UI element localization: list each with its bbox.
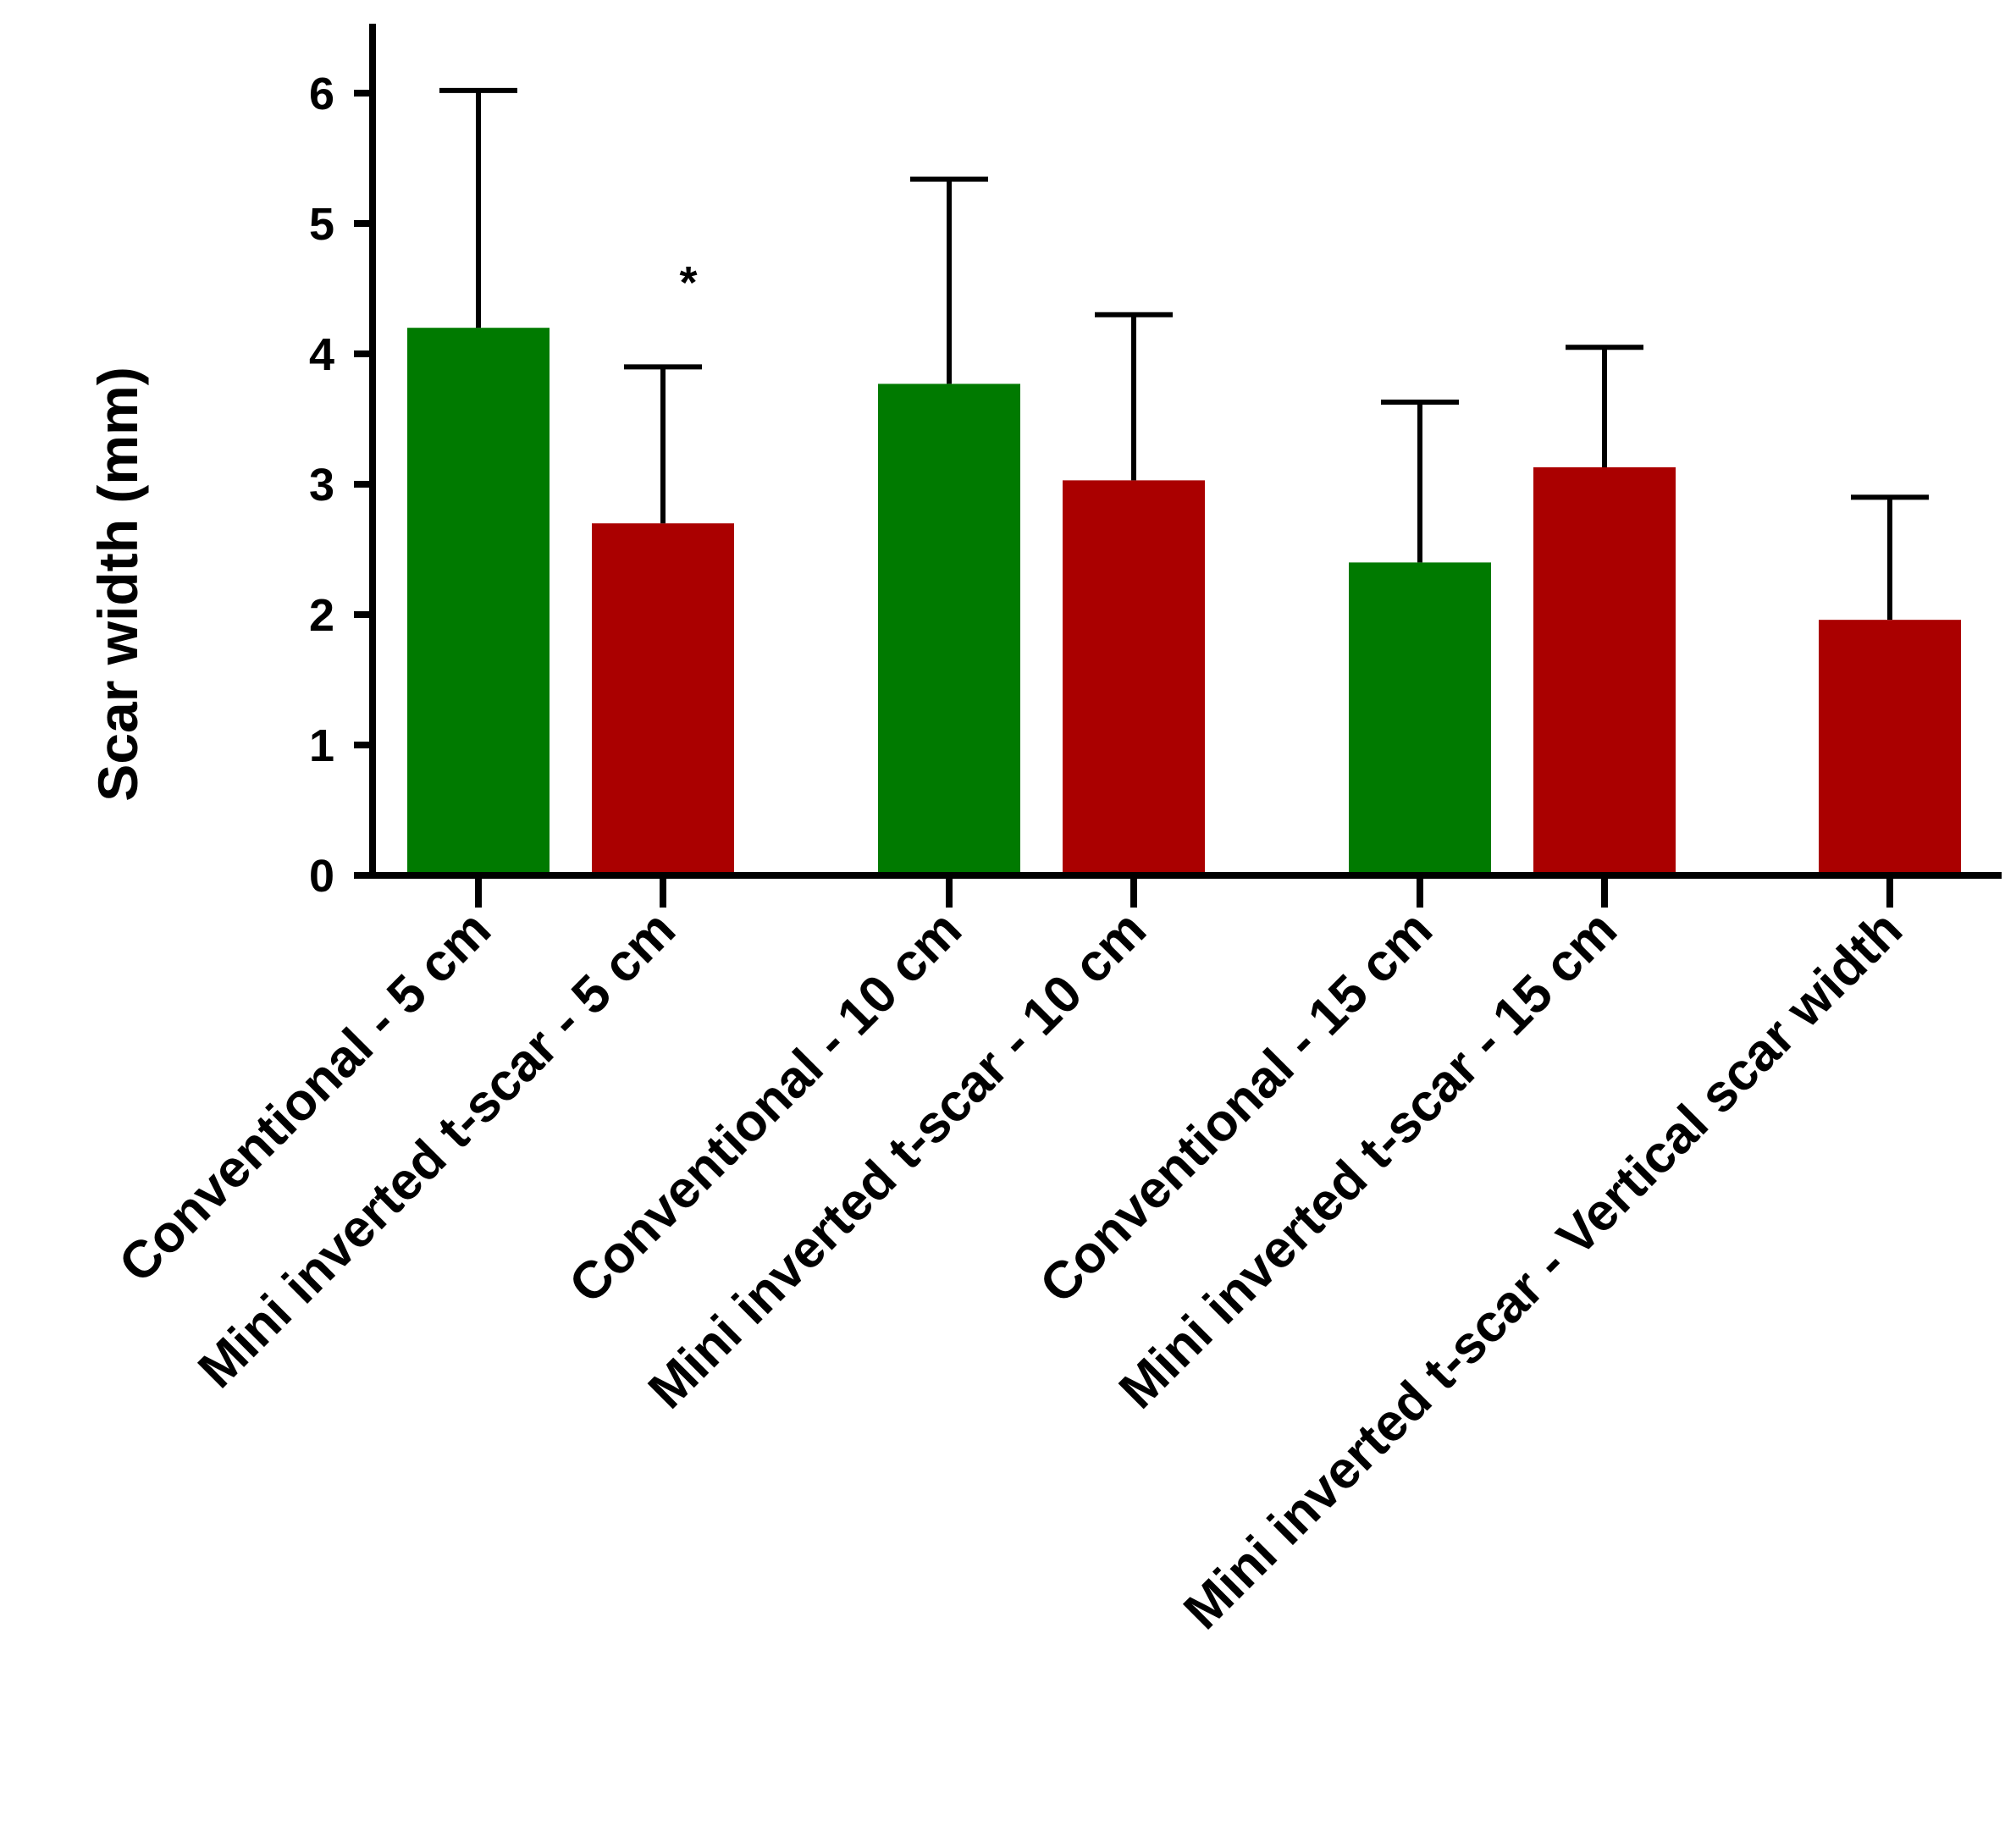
bar [1063, 480, 1205, 875]
y-tick-label: 1 [309, 720, 334, 771]
bar [1349, 562, 1491, 875]
bar [1533, 466, 1676, 875]
y-tick-label: 3 [309, 460, 334, 510]
bar [878, 384, 1020, 875]
y-tick-label: 6 [309, 69, 334, 119]
y-axis-label: Scar width (mm) [86, 367, 149, 801]
bar [407, 328, 550, 875]
y-tick-label: 2 [309, 590, 334, 641]
y-tick-label: 0 [309, 851, 334, 902]
significance-marker: * [679, 257, 697, 308]
x-tick-label: Conventional - 5 cm [108, 900, 502, 1294]
bar [1819, 620, 1961, 875]
y-tick-label: 4 [309, 329, 334, 380]
bar [592, 523, 734, 875]
y-tick-label: 5 [309, 199, 334, 250]
